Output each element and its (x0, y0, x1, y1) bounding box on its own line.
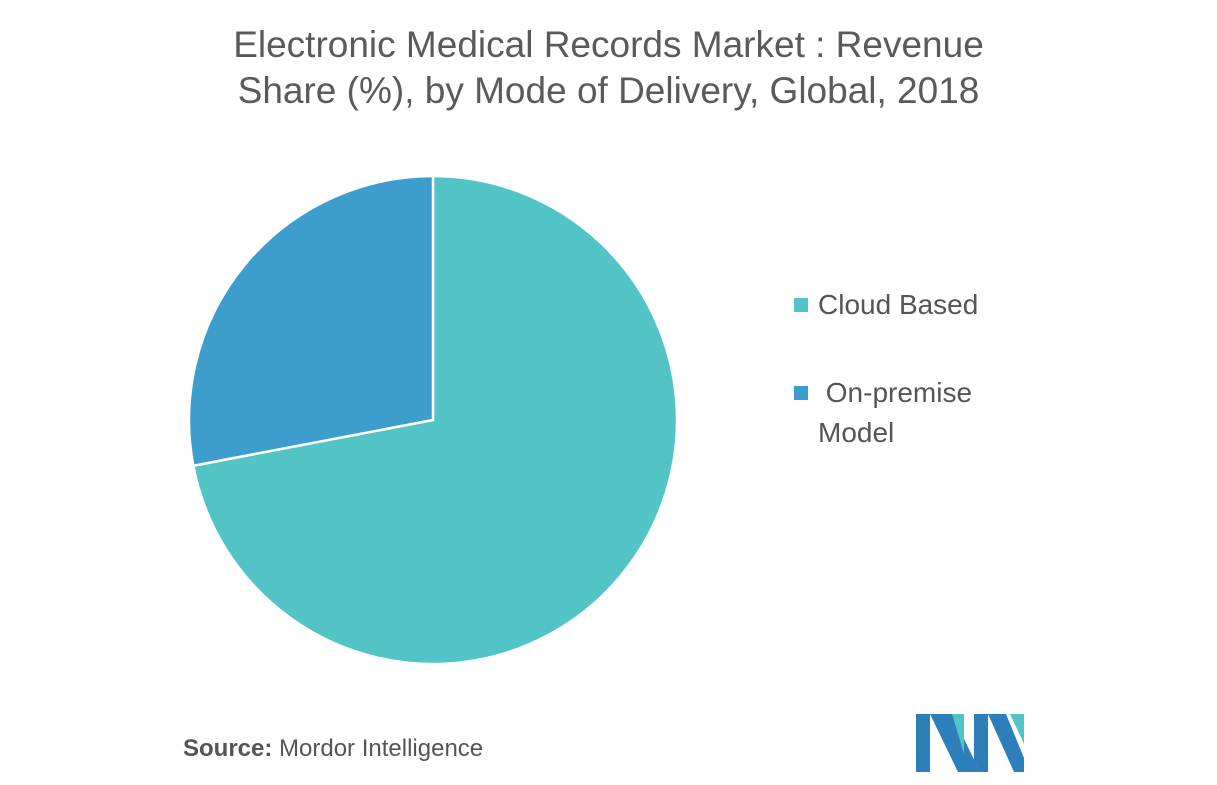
chart-title: Electronic Medical Records Market : Reve… (60, 22, 1157, 114)
pie-slice-on-premise-model (187, 174, 435, 467)
legend-item-cloud-based: Cloud Based (794, 285, 1034, 325)
mordor-intelligence-logo-icon (916, 714, 1024, 772)
source-label: Source: (183, 735, 273, 762)
logo-shape-teal-2 (1010, 714, 1024, 744)
legend-label-cloud-based: Cloud Based (818, 289, 979, 320)
legend-swatch-cloud-based (794, 298, 808, 312)
legend-item-on-premise: On-premise Model (794, 373, 1018, 453)
legend-swatch-on-premise (794, 386, 808, 400)
source-note: Source: Mordor Intelligence (183, 733, 483, 765)
chart-title-line-1: Electronic Medical Records Market : Reve… (233, 24, 984, 65)
legend-label-on-premise: On-premise Model (818, 377, 980, 448)
logo-shape-diagonal-1 (930, 714, 980, 772)
legend: Cloud Based On-premise Model (794, 285, 1034, 453)
logo-shape-diagonal-2 (988, 714, 1024, 772)
logo-shape-mid (974, 714, 988, 772)
chart-title-line-2: Share (%), by Mode of Delivery, Global, … (237, 70, 980, 111)
logo-shape-left (916, 714, 930, 772)
pie-slice-cloud-based (192, 174, 679, 666)
pie-slices (187, 174, 679, 666)
source-text: Mordor Intelligence (272, 735, 484, 762)
logo-shape-teal-1 (952, 714, 964, 754)
